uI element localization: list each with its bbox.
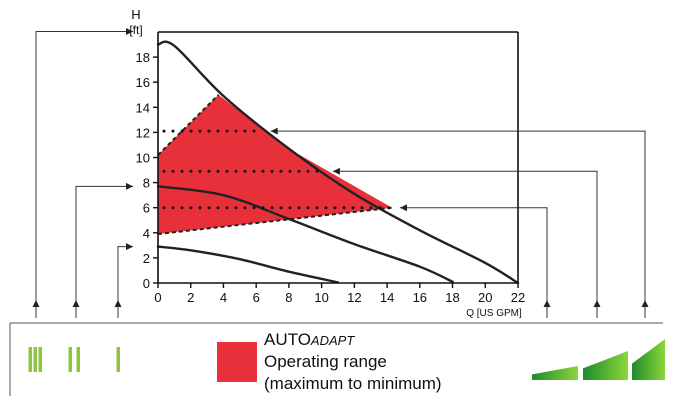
y-tick-label: 16 (136, 75, 150, 90)
legend-title-main: AUTO (264, 330, 311, 349)
speed-mark-II (68, 347, 72, 372)
speed-mark-I (116, 347, 120, 372)
arrow-head (126, 243, 133, 251)
x-tick-label: 6 (253, 290, 260, 305)
y-tick-label: 8 (143, 176, 150, 191)
y-tick-label: 4 (143, 226, 150, 241)
arrow-head (332, 167, 340, 175)
speed-connector-II (75, 185, 133, 318)
x-tick-label: 16 (413, 290, 427, 305)
autoadapt-connector-1 (270, 130, 646, 318)
x-tick-label: 8 (285, 290, 292, 305)
legend-range-note: (maximum to minimum) (264, 374, 442, 393)
autoadapt-wedge-1 (532, 366, 578, 380)
arrow-head (593, 300, 601, 307)
legend-operating-range: Operating range (264, 352, 387, 371)
x-tick-label: 20 (478, 290, 492, 305)
arrow-head (400, 204, 407, 212)
arrow-head (32, 300, 40, 307)
speed-mark-III (28, 347, 32, 372)
x-tick-label: 18 (445, 290, 459, 305)
speed-curve-II (156, 185, 454, 283)
y-axis-label: H (131, 7, 140, 22)
operating-range-area (158, 94, 392, 235)
speed-curve-I (156, 245, 340, 284)
y-tick-label: 12 (136, 125, 150, 140)
y-axis-unit: [ft] (129, 23, 142, 37)
legend-title-italic: ADAPT (310, 333, 355, 348)
y-tick-label: 2 (143, 251, 150, 266)
speed-mark-II (76, 347, 80, 372)
arrow-head (114, 300, 122, 307)
x-tick-label: 14 (380, 290, 394, 305)
x-tick-label: 22 (511, 290, 525, 305)
speed-curve-III (156, 40, 520, 285)
arrow-head (126, 28, 133, 36)
y-tick-label: 18 (136, 50, 150, 65)
x-tick-label: 10 (314, 290, 328, 305)
x-tick-label: 12 (347, 290, 361, 305)
x-axis-label: Q [US GPM] (466, 308, 522, 319)
speed-connector-III (35, 31, 133, 318)
arrow-head (543, 300, 551, 307)
autoadapt-connector-3 (400, 207, 548, 318)
range-max-edge (157, 94, 220, 156)
range-min-edge (157, 206, 393, 236)
legend-swatch (217, 342, 257, 382)
x-tick-label: 4 (220, 290, 227, 305)
y-tick-label: 14 (136, 100, 150, 115)
y-tick-label: 0 (143, 276, 150, 291)
y-tick-label: 10 (136, 151, 150, 166)
arrow-head (641, 300, 649, 307)
autoadapt-wedge-3 (632, 339, 665, 380)
y-tick-label: 6 (143, 201, 150, 216)
speed-mark-III (38, 347, 42, 372)
speed-mark-III (33, 347, 37, 372)
arrow-head (270, 127, 278, 135)
autoadapt-wedge-2 (583, 351, 628, 380)
x-tick-label: 0 (154, 290, 161, 305)
legend-title: AUTOADAPT (264, 330, 354, 350)
x-tick-label: 2 (187, 290, 194, 305)
autoadapt-connector-2 (332, 170, 598, 318)
arrow-head (126, 182, 133, 190)
arrow-head (72, 300, 80, 307)
speed-connector-I (117, 246, 133, 318)
